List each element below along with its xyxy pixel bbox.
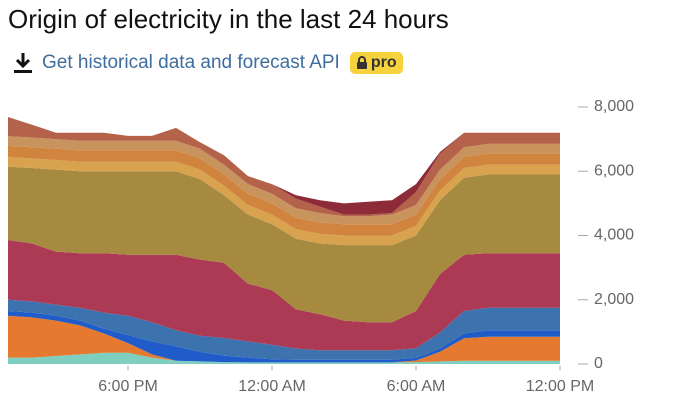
area bbox=[8, 352, 560, 364]
api-link[interactable]: Get historical data and forecast API bbox=[42, 52, 340, 73]
area bbox=[8, 117, 560, 217]
title: Origin of electricity in the last 24 hou… bbox=[8, 4, 449, 34]
download-icon bbox=[14, 53, 32, 73]
x-tick-label: 12:00 AM bbox=[238, 378, 306, 395]
area bbox=[8, 299, 560, 360]
y-tick-label: 6,000 bbox=[594, 162, 634, 179]
badge-text: pro bbox=[370, 54, 397, 71]
area bbox=[8, 315, 560, 363]
x-tick-label: 6:00 PM bbox=[98, 378, 158, 395]
area bbox=[8, 157, 560, 246]
area bbox=[8, 240, 560, 351]
area bbox=[8, 166, 560, 323]
y-tick-label: 4,000 bbox=[594, 227, 634, 244]
area bbox=[8, 311, 560, 363]
area bbox=[8, 145, 560, 236]
y-tick-label: 8,000 bbox=[594, 98, 634, 115]
x-tick-label: 6:00 AM bbox=[387, 378, 446, 395]
lock-icon bbox=[356, 56, 367, 69]
y-tick-label: 0 bbox=[594, 355, 603, 372]
y-tick-label: 2,000 bbox=[594, 291, 634, 308]
area bbox=[8, 136, 560, 225]
x-tick-label: 12:00 PM bbox=[526, 378, 594, 395]
pro-badge: pro bbox=[349, 52, 403, 74]
api-link-row[interactable]: Get historical data and forecast API pro bbox=[12, 50, 403, 76]
